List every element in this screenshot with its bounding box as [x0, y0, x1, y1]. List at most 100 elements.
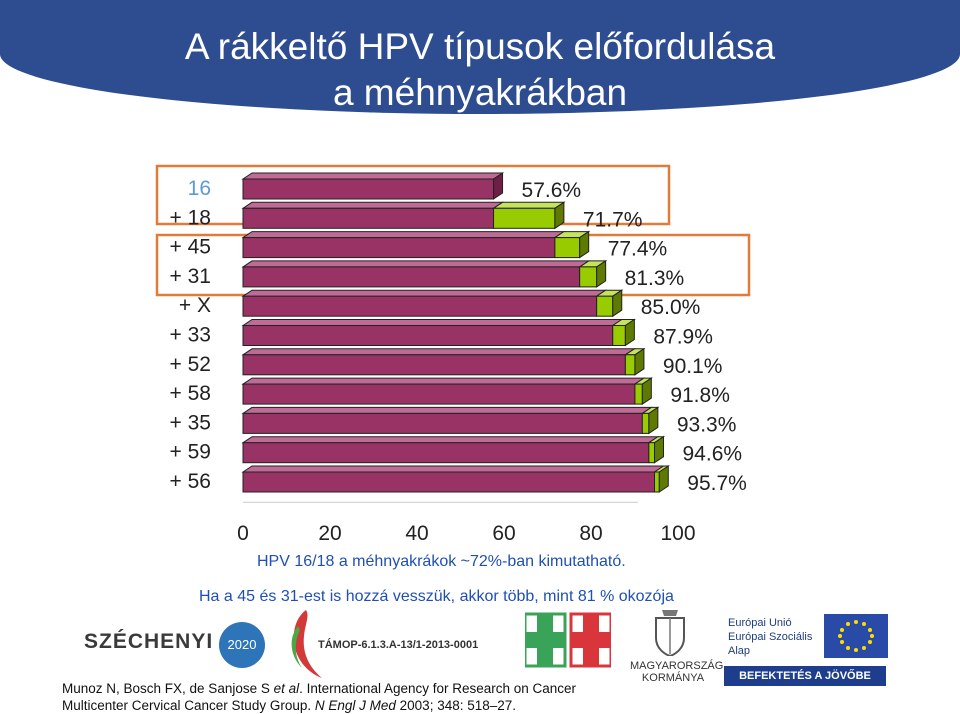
bar-side: [648, 406, 659, 435]
bar-increment: [579, 266, 598, 288]
value-label: 95.7%: [687, 472, 747, 495]
value-label: 93.3%: [677, 413, 737, 436]
category-label: + X: [179, 294, 211, 317]
title-line-1: A rákkeltő HPV típusok előfordulása: [184, 26, 776, 67]
bar-increment: [596, 295, 614, 317]
x-tick-label: 60: [492, 522, 515, 545]
category-label: + 33: [170, 324, 211, 347]
citation-study: Multicenter Cervical Cancer Study Group.: [62, 698, 315, 713]
mk-line-1: MAGYARORSZÁG: [630, 660, 724, 672]
bar-base: [242, 412, 643, 434]
category-label: + 59: [170, 441, 211, 464]
eu-flag-icon: [824, 614, 888, 658]
bar-base: [242, 266, 581, 288]
category-label: + 56: [170, 470, 211, 493]
x-tick-label: 100: [660, 522, 695, 545]
slide-title: A rákkeltő HPV típusok előfordulása a mé…: [0, 24, 960, 116]
bar-increment: [654, 471, 660, 493]
category-label: + 45: [170, 236, 211, 259]
bar-increment-top: [491, 201, 566, 209]
category-label: + 58: [170, 382, 211, 405]
bar-side: [641, 377, 652, 406]
citation-authors: Munoz N, Bosch FX, de Sanjose S: [62, 681, 274, 696]
value-label: 87.9%: [653, 326, 713, 349]
bar-base-top: [241, 231, 566, 239]
category-label: + 35: [170, 411, 211, 434]
bar-base: [242, 442, 650, 464]
stacked-bar-chart: 16 57.6% + 18 71.7% + 45 77.4% + 31 81.3% + X 85.…: [155, 164, 751, 545]
note-line-1: HPV 16/18 a méhnyakrákok ~72%-ban kimuta…: [257, 553, 626, 570]
bar-side: [493, 172, 504, 200]
bar-base-top: [241, 436, 660, 444]
category-label: 16: [188, 177, 211, 200]
bar-base: [242, 178, 495, 200]
category-label: + 31: [170, 265, 211, 288]
tamop-label: TÁMOP-6.1.3.A-13/1-2013-0001: [318, 639, 479, 651]
citation-group: . International Agency for Research on C…: [299, 681, 577, 696]
bar-base: [242, 354, 626, 376]
bar-side: [554, 201, 565, 230]
eu-line-2: Európai Szociális: [728, 631, 813, 643]
health-cross-icon: [525, 612, 611, 668]
logo-strip: SZÉCHENYI 2020 TÁMOP-6.1.3.A-13/1-2013-0…: [0, 600, 960, 714]
bar-base: [242, 383, 636, 405]
bar-side: [612, 289, 623, 318]
value-label: 77.4%: [608, 238, 668, 261]
bar-base: [242, 207, 495, 229]
title-banner: [0, 0, 960, 114]
bar-side: [654, 435, 665, 464]
bar-increment: [634, 383, 643, 405]
eu-fund-text: Európai Unió Európai Szociális Alap: [728, 616, 812, 658]
value-label: 91.8%: [670, 384, 730, 407]
bar-base-top: [241, 406, 653, 414]
x-tick-label: 80: [579, 522, 602, 545]
bar-base: [242, 295, 598, 317]
category-label: + 52: [170, 353, 211, 376]
eu-line-1: Európai Unió: [728, 617, 792, 629]
note-line-2: Ha a 45 és 31-est is hozzá vesszük, akko…: [199, 588, 674, 605]
bar-increment: [554, 237, 581, 259]
citation-journal: N Engl J Med: [314, 698, 396, 713]
bar-increment: [612, 325, 626, 346]
mk-line-2: KORMÁNYA: [641, 672, 705, 684]
value-label: 94.6%: [683, 443, 743, 466]
bar-base-top: [241, 377, 646, 385]
bar-increment: [641, 412, 650, 434]
bar-increment: [624, 354, 636, 376]
x-tick-label: 0: [237, 522, 249, 545]
value-label: 71.7%: [583, 208, 643, 231]
bar-base-top: [241, 260, 591, 268]
x-tick-label: 40: [405, 522, 428, 545]
bar-base-top: [241, 201, 505, 209]
category-label: + 18: [170, 206, 211, 229]
bar-base-top: [241, 289, 608, 297]
citation-etal: et al: [273, 681, 300, 696]
eu-line-3: Alap: [728, 645, 751, 657]
title-line-2: a méhnyakrákban: [332, 72, 628, 113]
bar-side: [596, 259, 607, 288]
government-logo-text: MAGYARORSZÁG KORMÁNYA: [630, 660, 723, 684]
bar-increment: [648, 442, 656, 464]
tamop-emblem-icon: [291, 610, 322, 678]
value-label: 90.1%: [663, 355, 723, 378]
bar-base: [242, 237, 556, 259]
hungarian-crest-icon: [655, 610, 685, 656]
bar-base-top: [241, 348, 637, 356]
bar-side: [634, 347, 645, 376]
bar-side: [658, 465, 669, 493]
citation-volume: 2003; 348: 518–27.: [395, 698, 517, 713]
szechenyi-2020-badge: 2020: [219, 622, 265, 668]
value-label: 85.0%: [641, 296, 701, 319]
citation: Munoz N, Bosch FX, de Sanjose S et al. I…: [62, 680, 576, 714]
bar-side: [579, 230, 590, 259]
value-label: 57.6%: [522, 179, 582, 202]
bar-base: [242, 471, 656, 493]
x-tick-label: 20: [318, 522, 341, 545]
bar-base-top: [241, 172, 505, 180]
bar-side: [624, 318, 635, 347]
bar-base: [242, 325, 614, 346]
szechenyi-logo: SZÉCHENYI: [84, 630, 214, 653]
bar-base-top: [241, 319, 624, 326]
eu-slogan-bar: BEFEKTETÉS A JÖVŐBE: [724, 666, 886, 686]
value-label: 81.3%: [625, 267, 685, 290]
